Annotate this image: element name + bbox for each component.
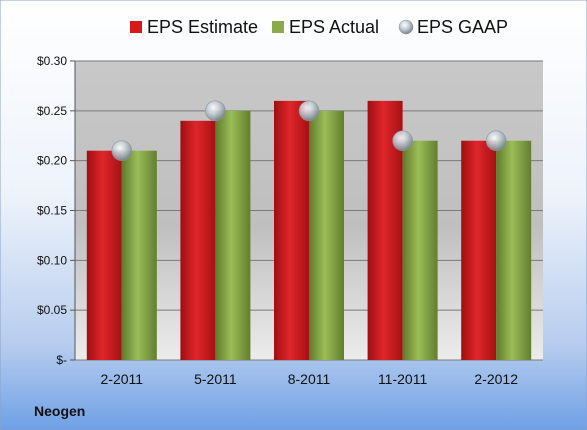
y-tick-label: $0.10: [37, 253, 67, 267]
gaap-marker: [485, 130, 507, 152]
actual-bar: [309, 110, 344, 360]
y-tick-label: $0.15: [37, 204, 67, 218]
gaap-marker: [205, 100, 226, 122]
actual-bar: [496, 140, 532, 360]
actual-bar: [402, 140, 438, 360]
legend-label: EPS Actual: [289, 17, 379, 37]
company-label: Neogen: [34, 403, 85, 419]
bars: [86, 100, 532, 360]
legend-swatch: [130, 21, 142, 33]
x-category-label: 11-2011: [378, 371, 428, 387]
y-tick-label: $0.05: [37, 303, 67, 317]
y-axis-ticks: $- $0.05 $0.10 $0.15 $0.20 $0.25 $0.30: [37, 54, 76, 367]
x-category-label: 8-2011: [288, 371, 331, 387]
y-tick-label: $0.20: [37, 154, 67, 168]
estimate-bar: [180, 120, 216, 360]
y-tick-label: $0.30: [37, 54, 67, 68]
gaap-markers: [111, 100, 507, 161]
actual-bar: [121, 150, 157, 360]
gaap-marker: [111, 140, 133, 161]
actual-bar: [215, 110, 251, 360]
legend-swatch: [272, 21, 284, 33]
estimate-bar: [274, 100, 309, 360]
legend-label: EPS GAAP: [417, 17, 508, 37]
legend-label: EPS Estimate: [147, 17, 258, 37]
estimate-bar: [461, 140, 497, 360]
x-category-label: 5-2011: [194, 371, 237, 387]
x-category-label: 2-2011: [101, 371, 144, 387]
gaap-marker: [392, 130, 413, 152]
x-axis-categories: 2-2011 5-2011 8-2011 11-2011 2-2012: [101, 371, 519, 387]
gaap-marker: [298, 100, 320, 122]
legend-swatch: [398, 19, 414, 35]
y-tick-label: $0.25: [37, 104, 67, 118]
x-category-label: 2-2012: [474, 371, 518, 387]
y-tick-label: $-: [56, 353, 67, 367]
estimate-bar: [86, 150, 122, 360]
legend: EPS Estimate EPS Actual EPS GAAP: [130, 17, 508, 37]
